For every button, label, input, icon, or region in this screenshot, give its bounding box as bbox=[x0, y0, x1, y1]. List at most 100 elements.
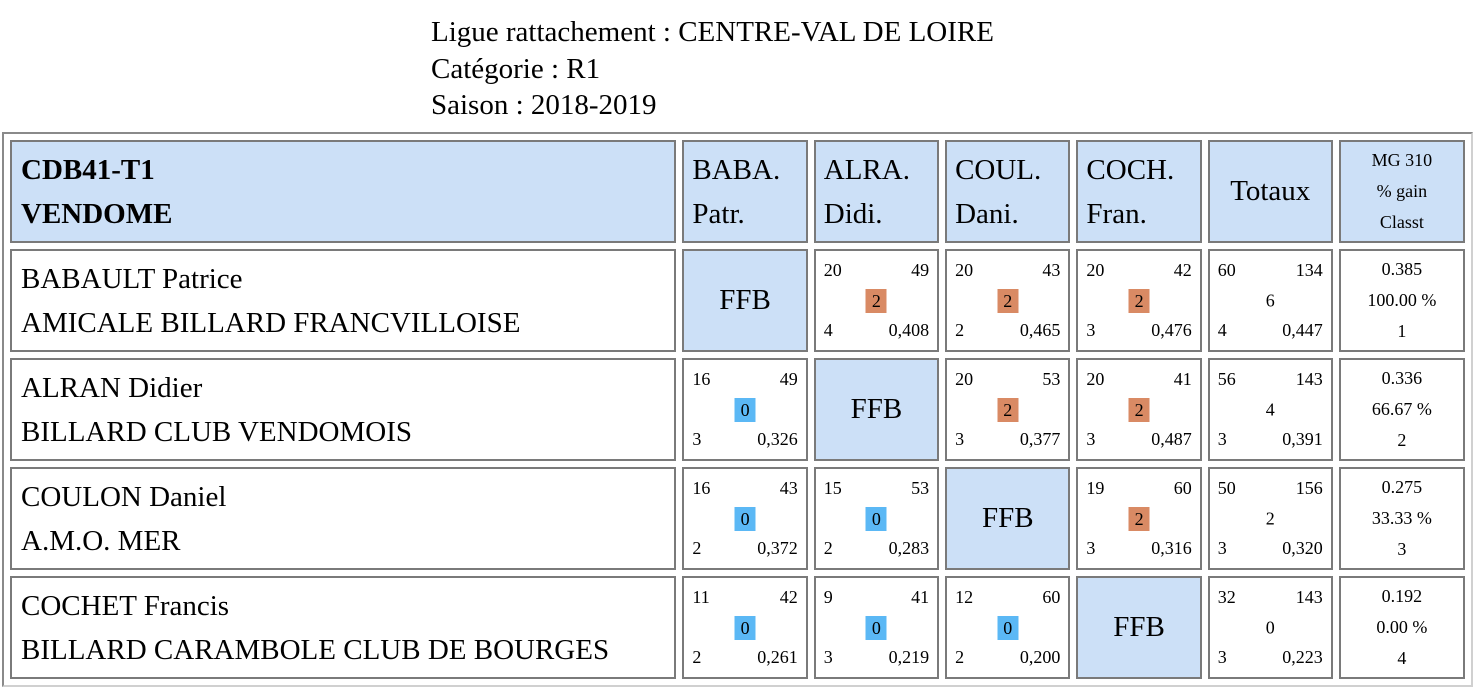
match-cell: 16 49 0 3 0,326 bbox=[682, 358, 808, 461]
totals-header: Totaux bbox=[1207, 140, 1333, 243]
total-high-run: 3 bbox=[1217, 538, 1227, 558]
match-average: 0,465 bbox=[1019, 320, 1061, 340]
match-result-badge: 2 bbox=[1128, 506, 1150, 531]
ligue-label: Ligue rattachement : CENTRE-VAL DE LOIRE bbox=[431, 16, 994, 48]
total-cell: 32 143 0 3 0,223 bbox=[1207, 576, 1333, 679]
match-average: 0,487 bbox=[1151, 429, 1192, 449]
match-innings: 60 bbox=[1042, 587, 1061, 607]
mg-cell: 0.275 33.33 % 3 bbox=[1338, 467, 1465, 570]
match-average: 0,372 bbox=[757, 538, 798, 558]
match-cell: 9 41 0 3 0,219 bbox=[813, 576, 940, 679]
total-innings: 134 bbox=[1295, 260, 1323, 280]
ffb-cell: FFB bbox=[682, 249, 808, 352]
player-club: BILLARD CARAMBOLE CLUB DE BOURGES bbox=[21, 633, 610, 666]
ffb-cell: FFB bbox=[1076, 576, 1202, 679]
match-innings: 43 bbox=[779, 478, 798, 498]
match-points: 20 bbox=[955, 369, 974, 389]
mg-average: 0.336 bbox=[1381, 368, 1423, 388]
match-average: 0,326 bbox=[757, 429, 798, 449]
player-name: ALRAN Didier bbox=[21, 371, 203, 404]
match-result-badge: 2 bbox=[865, 288, 887, 313]
total-match-points: 0 bbox=[1265, 617, 1275, 637]
column-header-line2: Patr. bbox=[692, 197, 745, 230]
total-high-run: 3 bbox=[1217, 647, 1227, 667]
player-name: BABAULT Patrice bbox=[21, 262, 243, 295]
total-points: 50 bbox=[1217, 478, 1236, 498]
match-innings: 41 bbox=[1173, 369, 1192, 389]
match-high-run: 2 bbox=[823, 538, 833, 558]
match-high-run: 3 bbox=[823, 647, 833, 667]
match-innings: 43 bbox=[1042, 260, 1061, 280]
total-innings: 143 bbox=[1295, 369, 1323, 389]
player-cell: COCHET Francis BILLARD CARAMBOLE CLUB DE… bbox=[10, 576, 677, 679]
player-row: COULON Daniel A.M.O. MER 16 43 0 2 0,372… bbox=[10, 467, 1465, 570]
match-high-run: 3 bbox=[1086, 429, 1096, 449]
match-result-badge: 0 bbox=[865, 615, 887, 640]
mg-header-line3: Classt bbox=[1379, 212, 1424, 232]
total-average: 0,391 bbox=[1282, 429, 1323, 449]
total-innings: 156 bbox=[1295, 478, 1323, 498]
column-header-coch: COCH. Fran. bbox=[1076, 140, 1202, 243]
match-innings: 60 bbox=[1173, 478, 1192, 498]
total-cell: 50 156 2 3 0,320 bbox=[1207, 467, 1333, 570]
match-high-run: 2 bbox=[955, 647, 965, 667]
column-header-baba: BABA. Patr. bbox=[682, 140, 808, 243]
total-average: 0,320 bbox=[1282, 538, 1323, 558]
player-row: ALRAN Didier BILLARD CLUB VENDOMOIS 16 4… bbox=[10, 358, 1465, 461]
match-average: 0,408 bbox=[888, 320, 930, 340]
mg-cell: 0.336 66.67 % 2 bbox=[1338, 358, 1465, 461]
match-innings: 42 bbox=[779, 587, 798, 607]
match-points: 15 bbox=[823, 478, 842, 498]
match-high-run: 2 bbox=[692, 538, 702, 558]
match-high-run: 3 bbox=[692, 429, 702, 449]
total-points: 60 bbox=[1217, 260, 1236, 280]
match-result-badge: 0 bbox=[734, 506, 756, 531]
column-header-line1: BABA. bbox=[692, 153, 781, 186]
categorie-label: Catégorie : R1 bbox=[431, 52, 601, 85]
header-row: CDB41-T1 VENDOME BABA. Patr. ALRA. Didi.… bbox=[10, 140, 1465, 243]
total-points: 32 bbox=[1217, 587, 1236, 607]
mg-header: MG 310 % gain Classt bbox=[1338, 140, 1465, 243]
ffb-cell: FFB bbox=[813, 358, 940, 461]
player-row: BABAULT Patrice AMICALE BILLARD FRANCVIL… bbox=[10, 249, 1465, 352]
column-header-line1: COCH. bbox=[1086, 153, 1175, 186]
match-high-run: 2 bbox=[955, 320, 965, 340]
mg-rank: 1 bbox=[1397, 321, 1407, 341]
total-match-points: 6 bbox=[1265, 290, 1275, 310]
match-high-run: 4 bbox=[823, 320, 833, 340]
match-average: 0,283 bbox=[888, 538, 930, 558]
results-table: CDB41-T1 VENDOME BABA. Patr. ALRA. Didi.… bbox=[2, 132, 1473, 687]
match-innings: 53 bbox=[1042, 369, 1061, 389]
match-cell: 20 43 2 2 0,465 bbox=[945, 249, 1071, 352]
match-points: 11 bbox=[692, 587, 710, 607]
match-cell: 15 53 0 2 0,283 bbox=[813, 467, 940, 570]
match-result-badge: 2 bbox=[1128, 288, 1150, 313]
player-cell: BABAULT Patrice AMICALE BILLARD FRANCVIL… bbox=[10, 249, 677, 352]
match-average: 0,476 bbox=[1151, 320, 1192, 340]
player-name: COCHET Francis bbox=[21, 589, 230, 622]
player-cell: ALRAN Didier BILLARD CLUB VENDOMOIS bbox=[10, 358, 677, 461]
match-points: 20 bbox=[823, 260, 842, 280]
match-cell: 19 60 2 3 0,316 bbox=[1076, 467, 1202, 570]
match-points: 16 bbox=[692, 369, 711, 389]
match-innings: 49 bbox=[911, 260, 930, 280]
match-average: 0,200 bbox=[1019, 647, 1061, 667]
mg-average: 0.385 bbox=[1381, 259, 1423, 279]
match-average: 0,219 bbox=[888, 647, 930, 667]
match-average: 0,261 bbox=[757, 647, 798, 667]
match-cell: 20 42 2 3 0,476 bbox=[1076, 249, 1202, 352]
match-points: 20 bbox=[1086, 260, 1105, 280]
match-cell: 12 60 0 2 0,200 bbox=[945, 576, 1071, 679]
column-header-coul: COUL. Dani. bbox=[945, 140, 1071, 243]
mg-cell: 0.385 100.00 % 1 bbox=[1338, 249, 1465, 352]
match-high-run: 2 bbox=[692, 647, 702, 667]
match-average: 0,377 bbox=[1019, 429, 1061, 449]
player-club: A.M.O. MER bbox=[21, 524, 181, 557]
total-points: 56 bbox=[1217, 369, 1236, 389]
match-cell: 20 41 2 3 0,487 bbox=[1076, 358, 1202, 461]
match-high-run: 3 bbox=[955, 429, 965, 449]
match-points: 16 bbox=[692, 478, 711, 498]
match-cell: 16 43 0 2 0,372 bbox=[682, 467, 808, 570]
match-innings: 49 bbox=[779, 369, 798, 389]
mg-average: 0.275 bbox=[1381, 477, 1423, 497]
